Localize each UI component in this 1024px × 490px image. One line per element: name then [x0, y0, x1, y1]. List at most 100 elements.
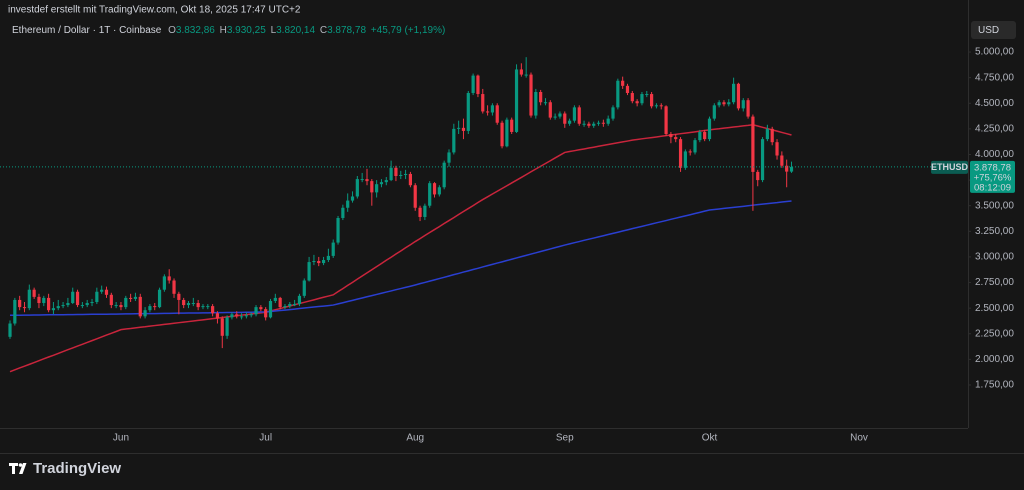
candle-body [384, 180, 388, 183]
candle-body [461, 127, 466, 131]
candle-body [104, 289, 109, 295]
candle-body [297, 295, 302, 305]
candle-body [408, 173, 413, 186]
currency-button[interactable] [971, 21, 1016, 39]
price-tag-price: 3.878,78 [974, 162, 1011, 173]
candle-body [495, 105, 499, 123]
candle-body [558, 113, 562, 117]
candle-body [186, 303, 191, 306]
y-tick-label: 3.250,00 [975, 226, 1014, 237]
candle-body [678, 139, 683, 168]
x-tick-label: Jul [259, 433, 272, 444]
x-tick-label: Okt [702, 433, 718, 444]
candle-body [312, 261, 316, 263]
candle-body [567, 120, 572, 124]
candle-body [365, 179, 369, 182]
currency-label[interactable]: USD [978, 25, 999, 36]
candle-body [674, 137, 678, 140]
candle-body [751, 116, 755, 172]
candle-body [230, 314, 234, 318]
candle-body [56, 306, 60, 309]
candle-body [114, 305, 118, 307]
brand-logo[interactable]: TradingView [9, 460, 121, 477]
candle-body [659, 105, 663, 107]
candle-body [100, 289, 104, 292]
candle-body [563, 113, 567, 124]
y-tick-label: 4.750,00 [975, 72, 1014, 83]
candle-body [650, 94, 654, 107]
candle-body [211, 306, 215, 314]
candle-body [61, 305, 65, 307]
candle-body [302, 280, 306, 296]
candle-body [273, 297, 277, 301]
candle-body [428, 183, 432, 206]
change-text: +45,79 (+1,19%) [371, 25, 446, 36]
candle-body [746, 100, 750, 117]
candle-body [539, 91, 543, 103]
candle-body [741, 100, 745, 109]
ohlc-value: 3.878,78 [327, 25, 366, 36]
candle-body [370, 181, 374, 193]
candle-body [360, 179, 364, 181]
candle-body [485, 111, 490, 113]
ohlc-value: 3.820,14 [276, 25, 315, 36]
y-tick-label: 4.250,00 [975, 124, 1014, 135]
candle-body [437, 187, 441, 195]
ohlc-value: 3.832,86 [176, 25, 215, 36]
ohlc-key: C [320, 25, 327, 36]
x-tick-label: Nov [850, 433, 868, 444]
y-tick-label: 2.750,00 [975, 277, 1014, 288]
candle-body [336, 217, 340, 243]
candle-body [85, 303, 89, 306]
brand-name: TradingView [33, 460, 121, 477]
candle-body [519, 69, 523, 75]
candle-body [326, 255, 330, 260]
candle-body [481, 94, 485, 112]
candle-body [572, 107, 577, 121]
candle-body [654, 105, 659, 107]
candle-body [133, 296, 138, 299]
candle-body [32, 289, 36, 297]
x-tick-label: Aug [406, 433, 424, 444]
candle-body [596, 122, 601, 124]
y-tick-label: 3.000,00 [975, 252, 1014, 263]
candle-body [577, 107, 581, 124]
symbol-tag [931, 160, 968, 174]
moving-average-line [9, 124, 792, 373]
candle-body [375, 184, 379, 193]
candle-body [167, 276, 171, 281]
candle-body [534, 91, 538, 116]
candle-body [413, 185, 417, 208]
plot-area [0, 57, 968, 373]
candle-body [235, 314, 239, 317]
candle-body [688, 151, 692, 153]
candle-body [244, 315, 248, 317]
candle-body [616, 80, 620, 108]
candle-body [765, 128, 769, 140]
candle-body [403, 173, 408, 175]
candle-body [288, 304, 292, 307]
candle-body [317, 261, 321, 264]
candle-body [732, 83, 736, 103]
candle-body [432, 183, 437, 195]
candle-body [505, 119, 509, 147]
candle-body [90, 301, 94, 304]
candle-body [346, 200, 350, 208]
symbol-tag-text: ETHUSD [931, 162, 969, 172]
y-tick-label: 2.000,00 [975, 354, 1014, 365]
candle-body [259, 307, 263, 310]
candle-body [703, 131, 707, 140]
candle-body [71, 291, 75, 304]
candle-body [524, 74, 528, 76]
candle-body [543, 102, 548, 104]
candle-body [220, 318, 224, 336]
candle-body [471, 75, 475, 94]
candle-body [206, 306, 210, 308]
y-tick-label: 3.500,00 [975, 200, 1014, 211]
candle-body [264, 309, 268, 318]
y-tick-label: 5.000,00 [975, 47, 1014, 58]
candle-body [394, 167, 398, 176]
symbol-title: Ethereum / Dollar · 1T · Coinbase [12, 25, 162, 36]
candle-body [153, 306, 157, 308]
candle-body [452, 128, 456, 153]
